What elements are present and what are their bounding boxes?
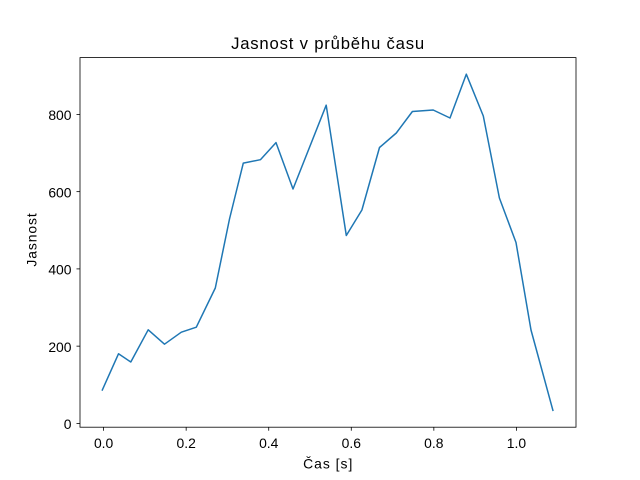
svg-text:Jasnost v průběhu času: Jasnost v průběhu času [231, 34, 425, 53]
svg-text:0.6: 0.6 [342, 435, 362, 451]
svg-text:0.0: 0.0 [94, 435, 114, 451]
svg-text:600: 600 [48, 184, 71, 200]
svg-text:0: 0 [64, 416, 72, 432]
svg-text:0.2: 0.2 [177, 435, 197, 451]
svg-text:Jasnost: Jasnost [24, 212, 40, 266]
svg-text:0.4: 0.4 [259, 435, 279, 451]
svg-text:800: 800 [48, 107, 71, 123]
svg-text:0.8: 0.8 [424, 435, 444, 451]
svg-text:400: 400 [48, 262, 71, 278]
svg-text:1.0: 1.0 [507, 435, 527, 451]
svg-text:200: 200 [48, 339, 71, 355]
svg-text:Čas [s]: Čas [s] [303, 456, 353, 472]
